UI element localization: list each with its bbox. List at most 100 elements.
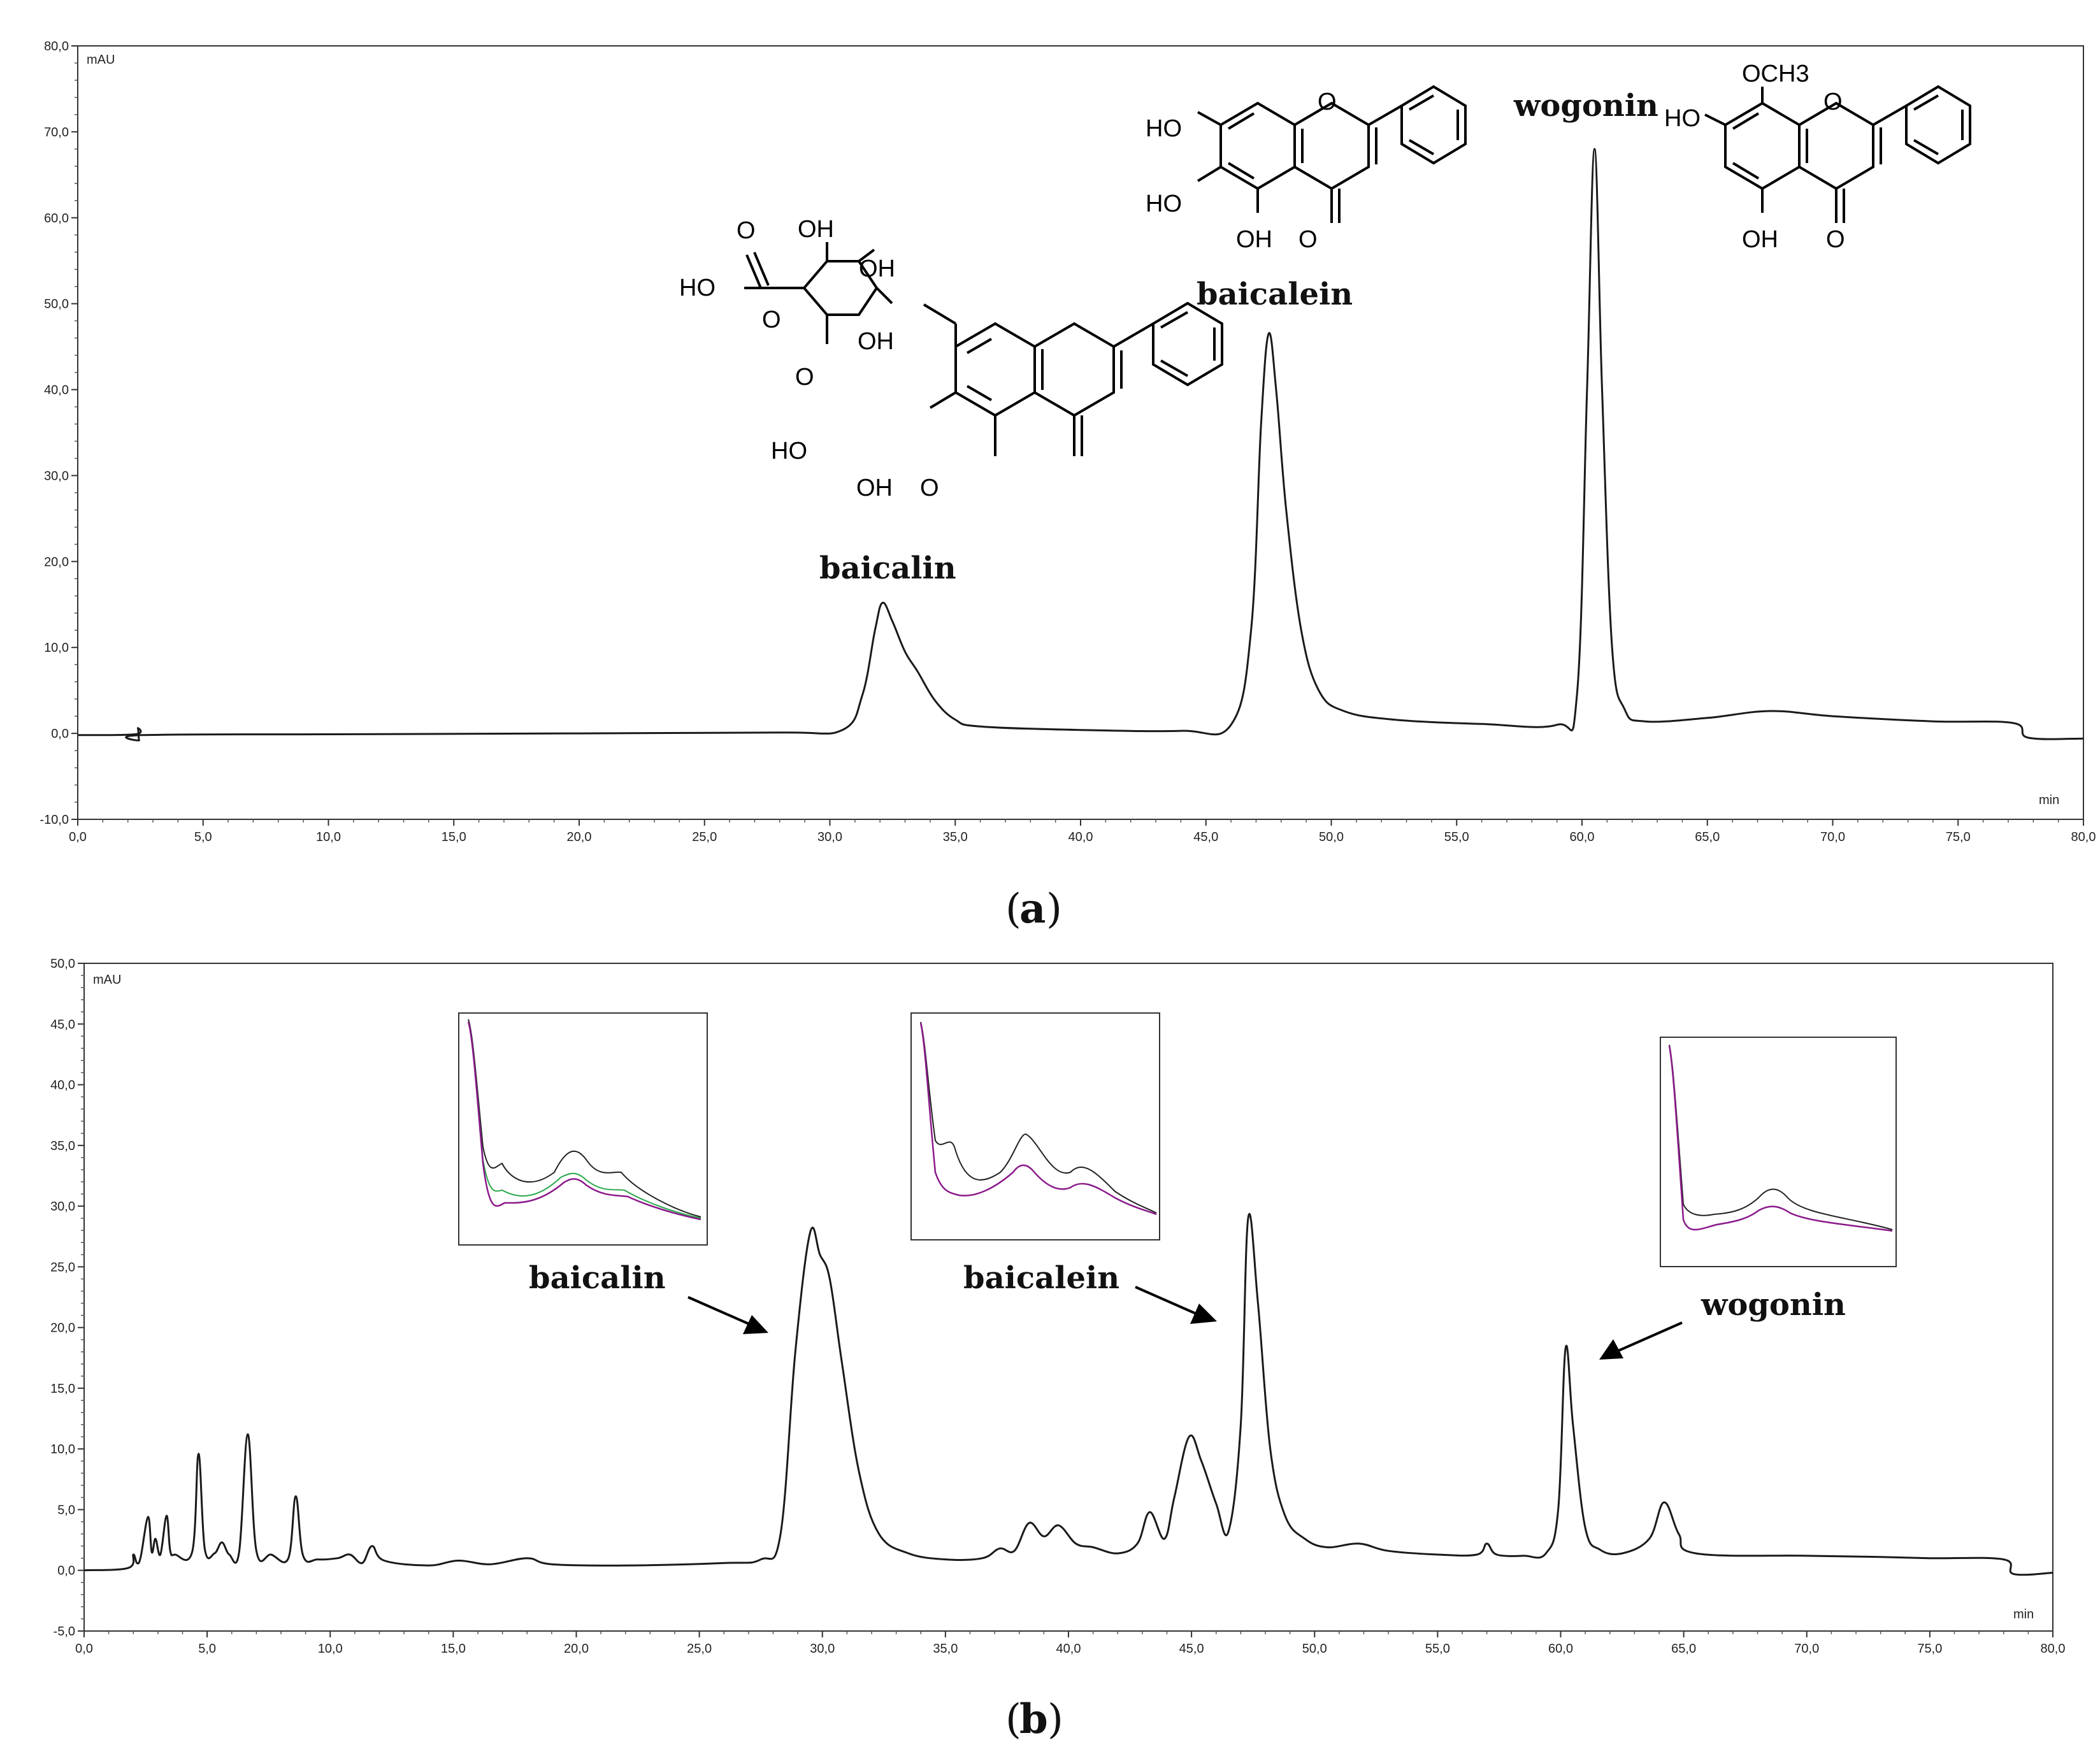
baicalin-atom-label: OH <box>859 255 895 282</box>
y-tick-label: -5,0 <box>54 1625 75 1639</box>
y-axis-ticks-a: -10,0 0,0 10,0 20,0 30,0 40,0 50,0 60,0 70,0 80,0 <box>40 40 78 827</box>
x-unit-label-a: min <box>2039 793 2059 807</box>
baicalein-atom-label: HO <box>1146 115 1182 142</box>
arrow-baicalein <box>1135 1286 1217 1324</box>
svg-text:): ) <box>1046 886 1062 933</box>
y-tick-label: 70,0 <box>44 126 69 140</box>
spectrum-trace-black <box>468 1019 701 1218</box>
x-tick-label: 60,0 <box>1570 830 1595 844</box>
chromatogram-panel-a: 0,0 5,0 10,0 15,0 20,0 25,0 30,0 35,0 40,0 45,0 50… <box>40 40 2096 933</box>
wogonin-structure-labels: OCH3 HO OH O O <box>1664 61 1845 253</box>
baicalein-uv-spectrum-inset <box>910 1012 1160 1240</box>
y-tick-label: 30,0 <box>50 1200 75 1214</box>
svg-text:): ) <box>1047 1696 1063 1743</box>
x-axis-ticks-a: 0,0 5,0 10,0 15,0 20,0 25,0 30,0 35,0 40,0 45,0 50… <box>69 819 2096 844</box>
baicalin-atom-label: O <box>737 217 756 244</box>
baicalin-structure-labels: OH O HO O OH O HO OH O OH <box>679 216 939 501</box>
x-tick-label: 0,0 <box>75 1642 93 1656</box>
x-tick-label: 35,0 <box>943 830 968 844</box>
baicalin-atom-label: OH <box>798 216 834 243</box>
spectrum-trace-purple <box>1668 1046 1893 1232</box>
baicalin-atom-label: HO <box>771 438 807 464</box>
y-tick-label: 50,0 <box>44 298 69 312</box>
baicalin-atom-label: O <box>762 306 781 333</box>
y-tick-label: 10,0 <box>50 1442 75 1456</box>
x-tick-label: 70,0 <box>1794 1642 1819 1656</box>
baicalin-atom-label: OH <box>858 328 894 355</box>
baicalein-atom-label: OH <box>1236 226 1272 253</box>
x-tick-label: 80,0 <box>2041 1642 2066 1656</box>
x-tick-label: 45,0 <box>1193 830 1218 844</box>
x-tick-label: 50,0 <box>1302 1642 1327 1656</box>
panel-label-a: ( a ) <box>1005 885 1062 933</box>
x-tick-label: 30,0 <box>817 830 842 844</box>
peak-label-baicalein-a: baicalein <box>1197 277 1353 312</box>
baicalein-structure <box>1197 85 1467 223</box>
baicalein-atom-label: O <box>1298 226 1318 253</box>
x-unit-label-b: min <box>2013 1607 2034 1621</box>
y-tick-label: 10,0 <box>44 641 69 655</box>
peak-label-baicalin-a: baicalin <box>819 550 956 586</box>
panel-label-b: ( b ) <box>1005 1695 1063 1743</box>
x-tick-label: 20,0 <box>567 830 592 844</box>
x-tick-label: 40,0 <box>1068 830 1093 844</box>
y-tick-label: 30,0 <box>44 469 69 483</box>
wogonin-atom-label: O <box>1823 89 1843 115</box>
x-tick-label: 50,0 <box>1319 830 1344 844</box>
x-tick-label: 60,0 <box>1548 1642 1573 1656</box>
peak-label-wogonin-a: wogonin <box>1513 88 1658 124</box>
baicalein-structure-labels: HO HO OH O O <box>1146 89 1337 253</box>
y-unit-label-a: mAU <box>87 53 115 67</box>
x-tick-label: 70,0 <box>1820 830 1845 844</box>
arrow-wogonin <box>1599 1321 1683 1360</box>
y-tick-label: 25,0 <box>50 1260 75 1274</box>
wogonin-atom-label: OCH3 <box>1742 61 1809 87</box>
peak-label-baicalein-b: baicalein <box>963 1260 1119 1296</box>
y-tick-label: 50,0 <box>50 957 75 971</box>
x-tick-label: 65,0 <box>1695 830 1720 844</box>
y-tick-label: -10,0 <box>40 813 69 827</box>
y-tick-label: 45,0 <box>50 1017 75 1031</box>
wogonin-atom-label: O <box>1826 226 1845 253</box>
x-tick-label: 5,0 <box>198 1642 216 1656</box>
baicalin-atom-label: OH <box>856 475 893 501</box>
x-tick-label: 55,0 <box>1425 1642 1450 1656</box>
svg-text:b: b <box>1019 1695 1048 1743</box>
x-tick-label: 55,0 <box>1444 830 1469 844</box>
y-unit-label-b: mAU <box>93 973 121 987</box>
x-tick-label: 10,0 <box>318 1642 343 1656</box>
y-tick-label: 80,0 <box>44 40 69 54</box>
spectrum-trace-purple <box>919 1023 1157 1216</box>
chromatogram-trace-a <box>77 148 2084 742</box>
y-tick-label: 20,0 <box>50 1321 75 1335</box>
arrow-baicalin <box>687 1296 768 1334</box>
y-tick-label: 0,0 <box>57 1564 75 1578</box>
wogonin-atom-label: OH <box>1742 226 1778 253</box>
y-tick-label: 35,0 <box>50 1139 75 1153</box>
baicalin-atom-label: HO <box>679 275 716 301</box>
chromatogram-trace-b <box>83 1212 2053 1576</box>
chromatogram-panel-b: 0,0 5,0 10,0 15,0 20,0 25,0 30,0 35,0 40,0 45,0 50… <box>50 957 2065 1743</box>
x-tick-label: 25,0 <box>692 830 717 844</box>
y-tick-label: 20,0 <box>44 555 69 569</box>
y-axis-ticks-b: -5,0 0,0 5,0 10,0 15,0 20,0 25,0 30,0 35,0 40,0 45… <box>50 957 84 1639</box>
peak-label-baicalin-b: baicalin <box>529 1260 666 1296</box>
y-tick-label: 40,0 <box>50 1079 75 1093</box>
wogonin-atom-label: HO <box>1664 105 1701 132</box>
x-tick-label: 20,0 <box>564 1642 589 1656</box>
y-tick-label: 0,0 <box>51 727 69 741</box>
x-tick-label: 10,0 <box>316 830 341 844</box>
svg-text:a: a <box>1019 885 1046 933</box>
x-tick-label: 40,0 <box>1056 1642 1081 1656</box>
baicalin-atom-label: O <box>795 364 814 391</box>
x-tick-label: 45,0 <box>1179 1642 1204 1656</box>
x-tick-label: 75,0 <box>1946 830 1971 844</box>
y-tick-label: 60,0 <box>44 212 69 226</box>
peak-label-wogonin-b: wogonin <box>1701 1287 1846 1323</box>
spectrum-trace-black <box>920 1021 1157 1214</box>
x-tick-label: 65,0 <box>1671 1642 1696 1656</box>
x-tick-label: 25,0 <box>687 1642 712 1656</box>
x-tick-label: 0,0 <box>69 830 87 844</box>
x-tick-label: 15,0 <box>441 1642 466 1656</box>
